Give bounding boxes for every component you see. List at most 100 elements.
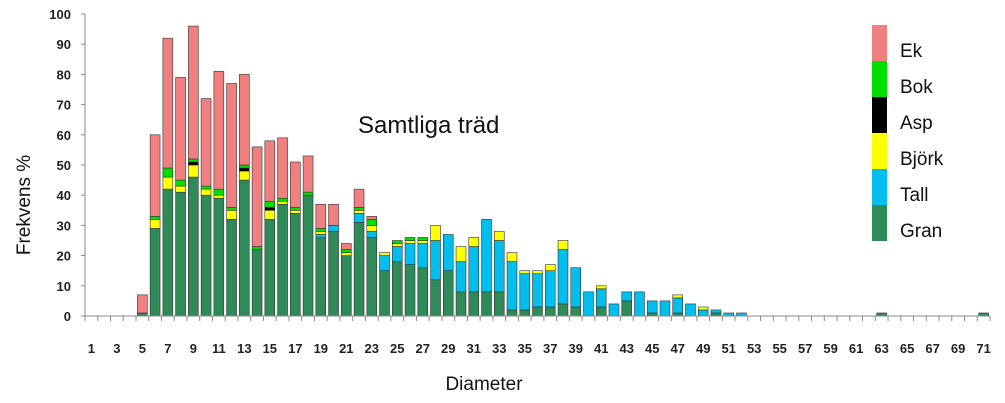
y-tick-label: 20 bbox=[57, 249, 71, 264]
bar-gran-19 bbox=[315, 237, 327, 317]
legend-swatch-bok bbox=[872, 61, 887, 97]
bar-tall-40 bbox=[583, 291, 594, 317]
x-tick-label: 41 bbox=[594, 341, 608, 356]
bar-gran-13 bbox=[239, 179, 250, 317]
bar-gran-15 bbox=[264, 219, 276, 317]
x-tick-label: 21 bbox=[339, 341, 353, 356]
x-tick-label: 25 bbox=[390, 341, 404, 356]
y-axis-title: Frekvens % bbox=[14, 155, 35, 255]
bar-tall-32 bbox=[481, 219, 492, 293]
x-tick-label: 71 bbox=[976, 341, 990, 356]
bar-ek-17 bbox=[290, 161, 301, 208]
x-tick-label: 3 bbox=[113, 341, 120, 356]
bar-gran-14 bbox=[251, 249, 263, 317]
x-tick-label: 13 bbox=[237, 341, 251, 356]
bar-bok-22 bbox=[353, 206, 365, 211]
bar-björk-13 bbox=[239, 170, 250, 181]
bar-bok-12 bbox=[226, 206, 237, 211]
x-tick-label: 19 bbox=[314, 341, 328, 356]
x-tick-label: 15 bbox=[263, 341, 277, 356]
bar-gran-31 bbox=[468, 291, 480, 317]
bar-gran-29 bbox=[442, 270, 454, 317]
y-tick-label: 0 bbox=[64, 309, 71, 324]
bar-bok-9 bbox=[188, 158, 199, 163]
x-tick-label: 29 bbox=[441, 341, 455, 356]
bar-ek-21 bbox=[341, 243, 352, 250]
x-axis-ticks: 1 3 5 7 9 11 13 15 17 19 21 23 25 27 29 31 33 35 37 39 41 43 4… bbox=[84, 316, 991, 356]
bar-tall-50 bbox=[710, 309, 722, 314]
bar-björk-8 bbox=[175, 185, 186, 193]
bar-ek-16 bbox=[277, 137, 288, 199]
y-tick-label: 70 bbox=[57, 98, 71, 113]
bar-ek-8 bbox=[175, 77, 186, 181]
bar-gran-33 bbox=[493, 291, 505, 317]
bar-bok-25 bbox=[392, 240, 403, 244]
bar-bok-7 bbox=[162, 167, 174, 178]
bar-björk-35 bbox=[519, 270, 531, 275]
bar-gran-11 bbox=[213, 197, 225, 317]
bar-gran-28 bbox=[430, 279, 441, 317]
bar-bok-27 bbox=[417, 237, 429, 241]
bar-björk-6 bbox=[149, 219, 161, 229]
x-tick-label: 9 bbox=[190, 341, 197, 356]
bar-gran-37 bbox=[544, 306, 556, 317]
bar-asp-15 bbox=[264, 206, 276, 211]
bar-gran-16 bbox=[277, 203, 288, 317]
bar-björk-30 bbox=[455, 246, 467, 262]
bar-björk-33 bbox=[493, 231, 505, 241]
bar-tall-47 bbox=[672, 297, 683, 314]
bar-björk-17 bbox=[290, 210, 301, 214]
bar-gran-8 bbox=[175, 191, 186, 317]
y-tick-label: 100 bbox=[49, 7, 71, 22]
bar-tall-23 bbox=[366, 231, 378, 238]
bar-gran-25 bbox=[392, 261, 403, 317]
bar-tall-27 bbox=[417, 243, 429, 268]
bar-gran-30 bbox=[455, 291, 467, 317]
bar-tall-48 bbox=[685, 303, 696, 317]
bar-tall-34 bbox=[506, 261, 518, 311]
legend-swatch-asp bbox=[872, 97, 887, 133]
y-axis-ticks: 0 10 20 30 40 50 60 70 80 90 100 bbox=[49, 7, 85, 324]
legend-label-tall: Tall bbox=[900, 185, 929, 206]
bar-gran-21 bbox=[341, 255, 352, 317]
bar-björk-36 bbox=[532, 270, 543, 275]
legend-swatch-björk bbox=[872, 133, 887, 169]
y-tick-label: 30 bbox=[57, 218, 71, 233]
bar-ek-12 bbox=[226, 83, 237, 208]
x-tick-label: 61 bbox=[849, 341, 863, 356]
legend-label-ek: Ek bbox=[900, 41, 923, 62]
legend-swatch-tall bbox=[872, 169, 887, 205]
x-tick-label: 43 bbox=[619, 341, 633, 356]
bar-björk-47 bbox=[672, 294, 683, 299]
bar-tall-30 bbox=[455, 261, 467, 293]
x-tick-label: 5 bbox=[139, 341, 146, 356]
x-tick-label: 63 bbox=[874, 341, 888, 356]
bar-tall-38 bbox=[557, 249, 569, 305]
bar-tall-20 bbox=[328, 225, 339, 232]
chart-title: Samtliga träd bbox=[358, 112, 499, 139]
bar-tall-22 bbox=[353, 213, 365, 223]
bar-björk-11 bbox=[213, 194, 225, 199]
bar-ek-7 bbox=[162, 37, 174, 169]
bar-gran-22 bbox=[353, 222, 365, 317]
x-tick-label: 23 bbox=[365, 341, 379, 356]
bar-björk-23 bbox=[366, 225, 378, 232]
y-tick-label: 50 bbox=[57, 158, 71, 173]
bar-bok-10 bbox=[200, 185, 212, 190]
bar-björk-41 bbox=[595, 285, 607, 290]
bar-björk-34 bbox=[506, 252, 518, 262]
bar-tall-39 bbox=[570, 267, 582, 308]
bar-ek-15 bbox=[264, 140, 276, 202]
bar-björk-27 bbox=[417, 240, 429, 244]
x-tick-label: 55 bbox=[772, 341, 786, 356]
y-tick-label: 80 bbox=[57, 67, 71, 82]
y-tick-label: 40 bbox=[57, 188, 71, 203]
bar-björk-25 bbox=[392, 243, 403, 247]
x-tick-label: 67 bbox=[925, 341, 939, 356]
bar-tall-31 bbox=[468, 246, 480, 293]
bar-tall-41 bbox=[595, 288, 607, 308]
x-tick-label: 11 bbox=[212, 341, 226, 356]
x-tick-label: 33 bbox=[492, 341, 506, 356]
legend-label-gran: Gran bbox=[900, 221, 942, 242]
bar-gran-39 bbox=[570, 306, 582, 317]
